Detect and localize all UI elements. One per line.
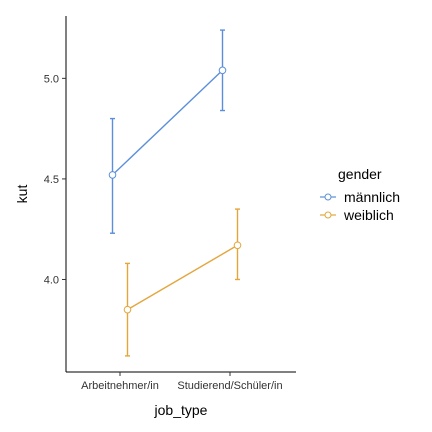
x-ticks: Arbeitnehmer/in Studierend/Schüler/in [81, 372, 283, 392]
series-line [127, 244, 238, 311]
y-axis-title: kut [14, 185, 30, 204]
axes [65, 16, 296, 373]
legend: gender männlich weiblich [320, 166, 400, 223]
y-tick-label: 4.5 [44, 174, 59, 186]
x-axis-title: job_type [154, 402, 208, 418]
series-line [112, 69, 223, 176]
x-tick-label: Arbeitnehmer/in [81, 380, 159, 392]
data-point [108, 171, 117, 179]
series-männlich [108, 29, 227, 234]
y-tick-label: 5.0 [44, 73, 59, 85]
legend-key-point [324, 193, 332, 201]
y-ticks: 4.0 4.5 5.0 [44, 73, 66, 286]
x-tick-label: Studierend/Schüler/in [177, 380, 282, 392]
legend-item-männlich: männlich [320, 189, 400, 205]
legend-label: männlich [344, 189, 400, 205]
series-weiblich [123, 208, 242, 357]
legend-item-weiblich: weiblich [320, 207, 394, 223]
legend-title: gender [338, 166, 382, 182]
legend-label: weiblich [343, 207, 394, 223]
data-point [218, 66, 227, 75]
legend-key-point [324, 211, 332, 219]
data-point [123, 305, 132, 314]
plot-area [108, 29, 242, 357]
y-tick-label: 4.0 [44, 274, 59, 286]
data-point [233, 241, 242, 250]
